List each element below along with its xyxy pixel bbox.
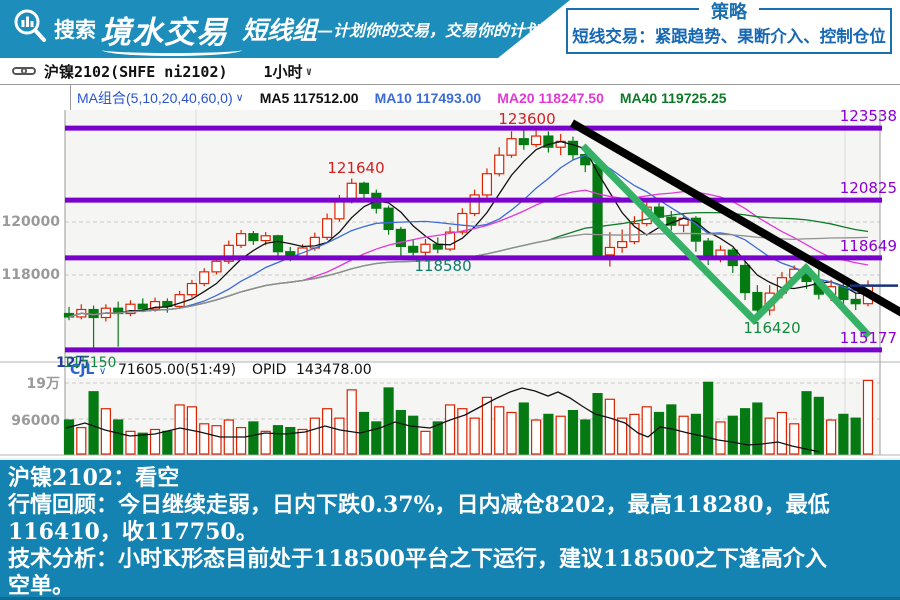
link-icon[interactable]	[12, 65, 36, 77]
banner-group-name: 短线组	[242, 16, 318, 45]
annotation-high-123600: 123600	[498, 110, 555, 128]
contract-title: 沪镍2102(SHFE ni2102)	[44, 62, 228, 81]
vol-axis-label-19w: 19万	[27, 376, 60, 392]
ma20-readout: MA20 118247.50	[497, 89, 604, 106]
brand-underline-swoosh	[102, 44, 242, 56]
chart-title-bar: 沪镍2102(SHFE ni2102) 1小时 ∨	[0, 58, 900, 85]
analysis-review-1: 行情回顾：今日继续走弱，日内下跌0.37%，日内减仓8202，最高118280，…	[8, 492, 830, 518]
annotation-low-118580: 118580	[414, 257, 471, 275]
analysis-technical-2: 空单。	[8, 573, 75, 599]
analysis-review-2: 116410，收117750。	[8, 519, 258, 545]
level-label-123538: 123538	[840, 110, 897, 125]
opid-value: 143478.00	[296, 362, 372, 378]
ma-combo-selector[interactable]: MA组合(5,10,20,40,60,0) ∨	[70, 85, 244, 110]
banner-brand-wrap: 境水交易	[100, 7, 242, 56]
ma40-readout: MA40 119725.25	[619, 89, 727, 106]
annotation-high-121640: 121640	[327, 159, 384, 177]
timeframe-selector[interactable]: 1小时 ∨	[264, 61, 313, 82]
cjl-value: 71605.00(51:49)	[118, 362, 236, 378]
brand-banner: 搜索 境水交易 短线组 —计划你的交易，交易你的计划！	[0, 0, 570, 58]
analysis-technical-1: 技术分析：小时K形态目前处于118500平台之下运行，建议118500之下逢高介…	[8, 546, 827, 572]
analysis-panel: 沪镍2102：看空 行情回顾：今日继续走弱，日内下跌0.37%，日内减仓8202…	[0, 458, 900, 600]
chevron-down-icon: ∨	[305, 64, 313, 78]
chevron-down-icon: ∨	[235, 92, 244, 104]
timeframe-label: 1小时	[263, 62, 303, 81]
vol-axis-label-96000: 96000	[11, 413, 60, 429]
level-label-118649: 118649	[840, 237, 897, 255]
axis-overlap-label: 12万	[56, 355, 89, 371]
chevron-down-icon[interactable]: ∨	[99, 366, 106, 377]
indicator-bar: MA组合(5,10,20,40,60,0) ∨ MA5 117512.00 MA…	[0, 85, 900, 110]
banner-slogan: —计划你的交易，交易你的计划！	[317, 21, 558, 40]
opid-label: OPID	[252, 362, 286, 378]
y-axis-label-120000: 120000	[2, 214, 61, 230]
cjl-indicator-selector[interactable]: CJL	[70, 362, 94, 378]
level-label-115177: 115177	[840, 329, 897, 347]
strategy-box: 策略 短线交易：紧跟趋势、果断介入、控制仓位	[566, 0, 892, 54]
ma5-readout: MA5 117512.00	[259, 89, 359, 106]
strategy-content: 短线交易：紧跟趋势、果断介入、控制仓位	[572, 28, 886, 46]
y-axis-label-118000: 118000	[2, 267, 61, 283]
banner-search-label: 搜索	[54, 19, 96, 42]
analysis-verdict: 沪镍2102：看空	[8, 465, 180, 491]
price-chart-canvas: 120000 118000 19万 96000 123538 120825 11…	[0, 110, 900, 456]
search-chart-logo-icon	[10, 7, 48, 52]
level-label-120825: 120825	[840, 179, 897, 197]
annotation-low-115150: 115150	[63, 355, 116, 371]
annotation-low-116420: 116420	[743, 319, 800, 337]
ma-combo-label: MA组合(5,10,20,40,60,0)	[77, 89, 233, 106]
ma10-readout: MA10 117493.00	[374, 89, 482, 106]
strategy-title: 策略	[699, 0, 759, 24]
